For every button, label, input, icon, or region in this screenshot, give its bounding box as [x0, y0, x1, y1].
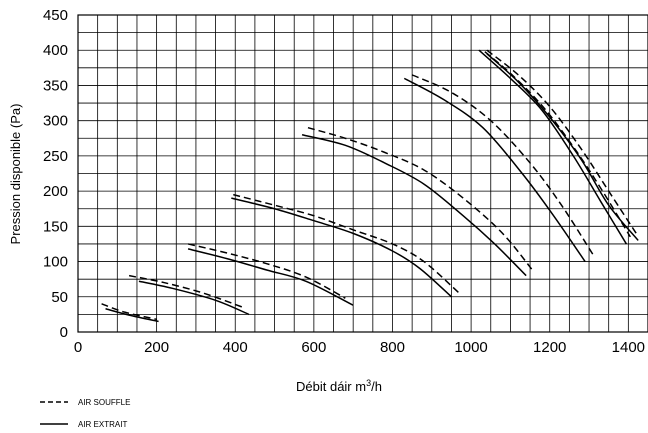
- x-tick-labels: 0 200 400 600 800 1000 1200 1400: [74, 339, 645, 356]
- x-tick-label: 600: [301, 339, 326, 356]
- series-line-air-souffle: [128, 274, 244, 309]
- series-line-air-souffle: [411, 74, 594, 255]
- y-tick-label: 300: [43, 113, 68, 130]
- x-tick-label: 400: [223, 339, 248, 356]
- y-tick-label: 200: [43, 183, 68, 200]
- legend: AIR SOUFFLE AIR EXTRAIT: [40, 398, 130, 429]
- y-tick-label: 400: [43, 42, 68, 59]
- x-tick-label: 1200: [533, 339, 566, 356]
- x-tick-label: 800: [380, 339, 405, 356]
- x-axis-label-tail: /h: [371, 379, 382, 394]
- chart-grid: [77, 14, 648, 333]
- x-tick-label: 200: [144, 339, 169, 356]
- y-axis-label: Pression disponible (Pa): [8, 104, 23, 245]
- series-line-air-souffle: [307, 126, 535, 273]
- y-tick-label: 100: [43, 254, 68, 271]
- y-tick-label: 450: [43, 7, 68, 24]
- y-tick-label: 50: [51, 289, 68, 306]
- series-line-air-extrait: [486, 53, 639, 241]
- x-axis-label-sup: 3: [366, 378, 371, 388]
- x-tick-label: 1400: [612, 339, 645, 356]
- legend-label-air-extrait: AIR EXTRAIT: [78, 420, 127, 429]
- series-line-air-souffle: [233, 193, 460, 294]
- x-axis-label: Débit dáir m3/h: [296, 378, 382, 394]
- series-line-air-souffle: [484, 51, 631, 238]
- x-tick-label: 1000: [454, 339, 487, 356]
- series-line-air-extrait: [231, 197, 452, 298]
- series-line-air-extrait: [105, 308, 159, 323]
- series-line-air-souffle: [187, 243, 346, 299]
- plot-frame: [77, 14, 648, 333]
- y-tick-label: 0: [60, 324, 68, 341]
- series-line-air-extrait: [478, 49, 628, 245]
- y-tick-label: 250: [43, 148, 68, 165]
- series-line-air-extrait: [187, 248, 354, 306]
- x-axis-label-main: Débit dáir m: [296, 379, 366, 394]
- series-line-air-extrait: [403, 77, 586, 262]
- legend-label-air-souffle: AIR SOUFFLE: [78, 398, 130, 407]
- y-tick-label: 150: [43, 218, 68, 235]
- x-tick-label: 0: [74, 339, 82, 356]
- series-line-air-souffle: [101, 303, 157, 321]
- series-line-air-extrait: [301, 134, 527, 277]
- series-line-air-souffle: [486, 49, 637, 234]
- y-tick-labels: 0 50 100 150 200 250 300 350 400 450: [43, 7, 68, 341]
- y-tick-label: 350: [43, 77, 68, 94]
- series-line-air-extrait: [138, 280, 250, 316]
- series-lines: [101, 49, 639, 323]
